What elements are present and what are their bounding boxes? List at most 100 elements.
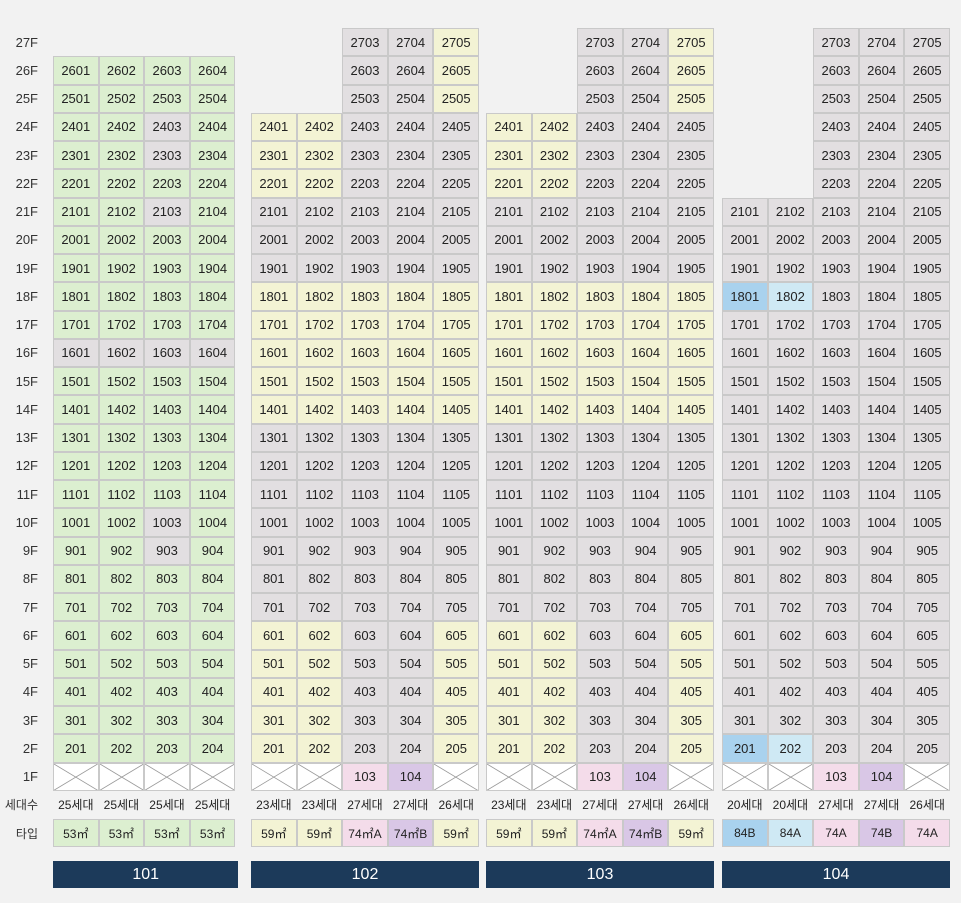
unit-cell: 1402: [98, 395, 145, 424]
unit-cell: 1704: [622, 310, 669, 339]
unit-cell: 701: [251, 593, 297, 622]
unit-cell: 303: [144, 706, 190, 735]
unit-cell: 1004: [387, 508, 434, 537]
unit-cell: 1905: [433, 254, 479, 283]
unit-cell: 1401: [53, 395, 99, 424]
unit-cell: 802: [98, 564, 145, 593]
type-cell: 74㎡A: [342, 819, 388, 848]
unit-cell: 1201: [486, 451, 532, 480]
floor-label: 27F: [15, 34, 38, 50]
unit-cell: 2503: [342, 84, 388, 113]
unit-cell: 703: [813, 593, 859, 622]
unit-cell: 503: [577, 649, 623, 678]
unit-cell: 2603: [342, 56, 388, 85]
unit-cell: 404: [858, 677, 905, 706]
unit-cell: 802: [531, 564, 578, 593]
unit-cell: 201: [53, 734, 99, 763]
unit-cell: 2704: [387, 28, 434, 57]
unit-cell: 1201: [722, 451, 768, 480]
empty-unit-cell: [251, 762, 297, 791]
unit-cell: 503: [144, 649, 190, 678]
unit-cell: 202: [767, 734, 814, 763]
unit-cell: 504: [858, 649, 905, 678]
unit-cell: 403: [813, 677, 859, 706]
unit-cell: 2101: [486, 197, 532, 226]
unit-cell: 2504: [189, 84, 236, 113]
unit-cell: 1705: [904, 310, 950, 339]
unit-cell: 1803: [577, 282, 623, 311]
unit-cell: 1104: [858, 480, 905, 509]
unit-cell: 1805: [904, 282, 950, 311]
unit-cell: 1204: [622, 451, 669, 480]
floor-label: 1F: [22, 769, 38, 785]
unit-cell: 505: [433, 649, 479, 678]
floor-label: 7F: [22, 599, 38, 615]
unit-cell: 1403: [577, 395, 623, 424]
unit-cell: 902: [98, 536, 145, 565]
unit-cell: 701: [486, 593, 532, 622]
unit-cell: 1802: [296, 282, 343, 311]
unit-cell: 2305: [433, 141, 479, 170]
unit-cell: 1701: [486, 310, 532, 339]
floor-label: 12F: [15, 458, 38, 474]
unit-cell: 604: [387, 621, 434, 650]
empty-unit-cell: [904, 762, 950, 791]
unit-cell: 802: [767, 564, 814, 593]
unit-cell: 2604: [387, 56, 434, 85]
unit-cell: 2604: [858, 56, 905, 85]
unit-cell: 203: [813, 734, 859, 763]
unit-cell: 2203: [144, 169, 190, 198]
unit-cell: 1104: [189, 480, 236, 509]
unit-cell: 1405: [904, 395, 950, 424]
unit-cell: 1804: [189, 282, 236, 311]
empty-unit-cell: [531, 762, 578, 791]
unit-cell: 1702: [767, 310, 814, 339]
unit-cell: 2605: [433, 56, 479, 85]
unit-cell: 905: [668, 536, 714, 565]
unit-cell: 803: [342, 564, 388, 593]
type-cell: 59㎡: [433, 819, 479, 848]
type-cell: 53㎡: [98, 819, 145, 848]
unit-cell: 2404: [189, 112, 236, 141]
unit-cell: 2401: [251, 112, 297, 141]
unit-cell: 2204: [858, 169, 905, 198]
unit-cell: 501: [486, 649, 532, 678]
unit-cell: 901: [486, 536, 532, 565]
unit-cell: 1305: [668, 423, 714, 452]
unit-cell: 501: [53, 649, 99, 678]
floor-label: 16F: [15, 345, 38, 361]
unit-cell: 1902: [531, 254, 578, 283]
row-label-households: 세대수: [4, 798, 38, 813]
unit-cell: 1505: [433, 367, 479, 396]
unit-cell: 404: [189, 677, 236, 706]
unit-cell: 2603: [813, 56, 859, 85]
unit-cell: 203: [577, 734, 623, 763]
unit-cell: 603: [342, 621, 388, 650]
unit-cell: 703: [577, 593, 623, 622]
unit-cell: 2403: [577, 112, 623, 141]
unit-cell: 2302: [98, 141, 145, 170]
unit-cell: 2405: [904, 112, 950, 141]
unit-cell: 1102: [531, 480, 578, 509]
unit-cell: 2504: [387, 84, 434, 113]
unit-cell: 202: [531, 734, 578, 763]
unit-cell: 1304: [858, 423, 905, 452]
unit-cell: 1705: [433, 310, 479, 339]
unit-cell: 2502: [98, 84, 145, 113]
unit-cell: 2203: [813, 169, 859, 198]
unit-cell: 903: [813, 536, 859, 565]
unit-cell: 801: [251, 564, 297, 593]
unit-cell: 2603: [577, 56, 623, 85]
unit-cell: 301: [486, 706, 532, 735]
type-cell: 74A: [904, 819, 950, 848]
empty-unit-cell: [722, 762, 768, 791]
unit-cell: 304: [858, 706, 905, 735]
unit-cell: 1501: [486, 367, 532, 396]
unit-cell: 1505: [904, 367, 950, 396]
unit-cell: 1905: [904, 254, 950, 283]
type-cell: 84B: [722, 819, 768, 848]
unit-cell: 601: [53, 621, 99, 650]
unit-cell: 2004: [387, 225, 434, 254]
unit-cell: 2101: [53, 197, 99, 226]
unit-cell: 505: [668, 649, 714, 678]
